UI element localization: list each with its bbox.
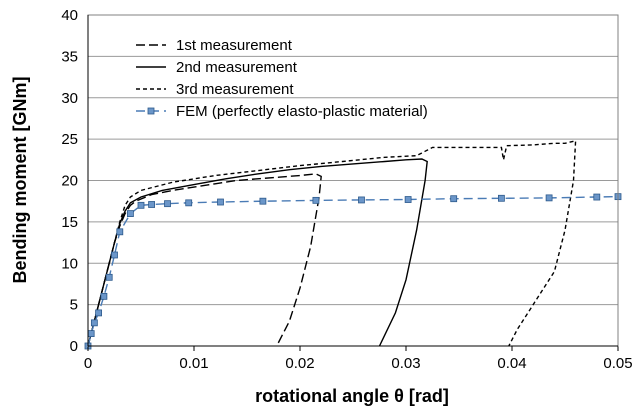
fem-marker (105, 273, 113, 281)
fem-marker (450, 195, 458, 203)
y-tick-label: 25 (61, 131, 78, 148)
fem-marker (497, 194, 505, 202)
fem-marker (111, 251, 118, 259)
fem-marker (358, 196, 365, 204)
fem-marker (312, 196, 320, 204)
series-layer (84, 139, 622, 350)
x-tick-label: 0.04 (497, 355, 526, 372)
fem-marker (87, 330, 95, 337)
y-tick-label: 15 (61, 214, 78, 231)
axes (87, 14, 619, 351)
series-line-3 (87, 139, 577, 347)
tick-labels: 0 5 10 15 20 25 30 35 40 0 0.01 0.02 0.03 0.04 0.05 (61, 7, 632, 372)
fem-marker (116, 228, 124, 236)
fem-marker (100, 292, 108, 300)
fem-marker (148, 201, 156, 208)
x-axis-title: rotational angle θ [rad] (255, 386, 449, 406)
fem-marker (593, 193, 601, 201)
fem-marker (137, 201, 145, 209)
y-tick-label: 5 (70, 297, 78, 314)
fem-marker (404, 196, 412, 203)
x-tick-label: 0.02 (285, 355, 314, 372)
fem-marker (217, 198, 224, 206)
legend: 1st measurement 2nd measurement 3rd measur… (136, 37, 428, 120)
fem-marker (259, 197, 267, 205)
legend-label-4: FEM (perfectly elasto-plastic material) (176, 103, 428, 120)
x-tick-label: 0.05 (603, 355, 632, 372)
y-tick-label: 40 (61, 7, 78, 24)
x-tick-label: 0 (84, 355, 92, 372)
legend-marker (147, 107, 155, 115)
x-tick-label: 0.03 (391, 355, 420, 372)
fem-marker (127, 210, 134, 218)
legend-label-3: 3rd measurement (176, 81, 294, 98)
series-line-1 (87, 173, 322, 347)
fem-marker (95, 309, 102, 317)
x-tick-label: 0.01 (179, 355, 208, 372)
fem-marker (185, 199, 193, 207)
y-axis-title: Bending moment [GNm] (10, 77, 30, 284)
y-tick-label: 10 (61, 255, 78, 272)
y-tick-label: 0 (70, 338, 78, 355)
legend-label-1: 1st measurement (176, 37, 293, 54)
fem-marker (545, 194, 553, 202)
fem-marker (164, 200, 171, 208)
fem-marker (90, 319, 98, 327)
y-tick-label: 30 (61, 90, 78, 107)
y-tick-label: 35 (61, 48, 78, 65)
series-line-2 (87, 158, 428, 347)
y-tick-label: 20 (61, 173, 78, 190)
legend-label-2: 2nd measurement (176, 59, 298, 76)
series-line-4 (87, 195, 619, 347)
